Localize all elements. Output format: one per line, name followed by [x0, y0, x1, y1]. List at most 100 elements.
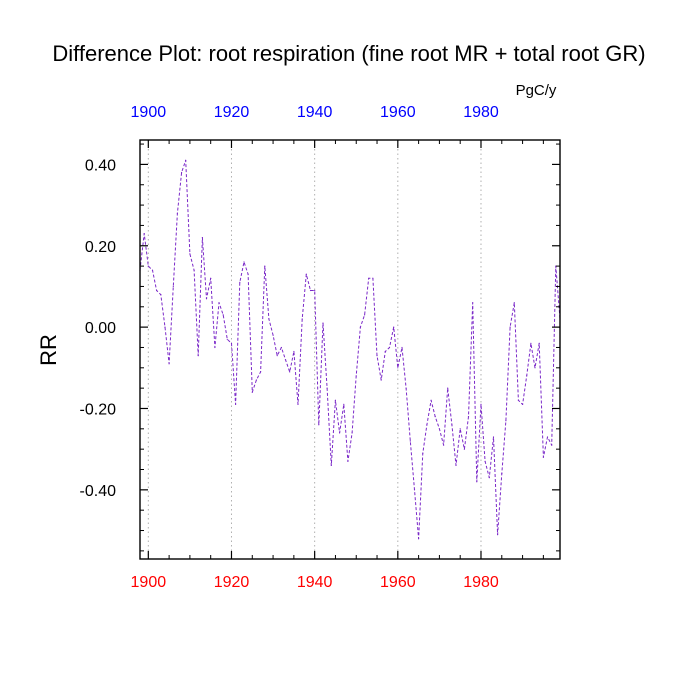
- data-point-1927: [260, 371, 262, 373]
- data-point-1972: [447, 387, 449, 389]
- data-point-1949: [351, 432, 353, 434]
- data-point-1981: [484, 460, 486, 462]
- data-point-1964: [413, 489, 416, 491]
- data-point-1992: [530, 342, 532, 344]
- x-tick-label-top: 1980: [463, 104, 499, 121]
- x-tick-label-bottom: 1920: [214, 574, 250, 591]
- data-point-1911: [193, 269, 195, 271]
- data-point-1928: [264, 265, 266, 267]
- data-point-1945: [334, 399, 336, 401]
- data-point-1933: [284, 359, 287, 361]
- data-point-1994: [538, 342, 540, 344]
- data-point-1929: [268, 318, 270, 320]
- data-point-1975: [459, 428, 461, 430]
- data-point-1908: [181, 171, 183, 174]
- data-point-1953: [368, 277, 370, 279]
- x-tick-label-top: 1960: [380, 104, 416, 121]
- data-point-1925: [251, 391, 253, 393]
- data-point-1900: [147, 265, 149, 267]
- data-point-1910: [189, 253, 191, 255]
- y-tick-label: -0.20: [80, 401, 117, 418]
- data-point-1912: [197, 355, 199, 357]
- data-point-1958: [388, 346, 391, 349]
- data-point-1917: [218, 302, 220, 304]
- data-point-1899: [143, 233, 145, 235]
- data-point-1991: [526, 375, 528, 377]
- data-point-1935: [293, 350, 295, 353]
- data-point-1934: [289, 371, 291, 373]
- data-point-1967: [426, 424, 428, 426]
- data-point-1979: [476, 481, 478, 483]
- data-point-1918: [222, 314, 224, 316]
- y-tick-label: 0.20: [85, 239, 116, 256]
- data-point-1944: [330, 464, 332, 466]
- data-point-1907: [176, 212, 178, 214]
- data-point-1924: [247, 273, 249, 275]
- data-point-1926: [255, 379, 257, 381]
- data-point-1974: [455, 464, 457, 466]
- data-point-1902: [156, 289, 158, 292]
- data-point-1987: [509, 326, 511, 328]
- data-point-1942: [322, 322, 324, 324]
- data-point-1950: [355, 375, 357, 377]
- data-series: [139, 159, 561, 540]
- x-tick-label-top: 1900: [131, 104, 167, 121]
- data-point-1904: [164, 326, 166, 328]
- x-tick-label-bottom: 1960: [380, 574, 416, 591]
- data-point-1922: [239, 281, 241, 283]
- data-point-1985: [501, 473, 503, 475]
- data-point-1995: [542, 456, 545, 458]
- axis-ticks: [140, 140, 560, 559]
- chart-title: Difference Plot: root respiration (fine …: [52, 41, 645, 66]
- data-point-1916: [214, 346, 216, 349]
- data-point-1938: [305, 273, 307, 275]
- data-point-1989: [517, 399, 520, 401]
- data-point-1956: [380, 379, 382, 381]
- data-point-1920: [230, 342, 233, 344]
- data-point-1969: [434, 416, 436, 418]
- x-tick-label-bottom: 1980: [463, 574, 499, 591]
- tick-labels: 1900 1900 1920 1920 1940 1940 1960 1960 1980 1980…: [80, 104, 499, 591]
- data-point-1921: [235, 403, 237, 405]
- data-point-1943: [326, 387, 328, 389]
- data-point-1966: [422, 452, 424, 454]
- data-point-1955: [376, 355, 378, 357]
- data-point-1980: [480, 403, 482, 405]
- data-point-1961: [401, 346, 403, 349]
- data-point-1973: [451, 424, 453, 426]
- data-point-1983: [492, 436, 495, 438]
- data-point-1909: [185, 159, 187, 161]
- y-tick-label: 0.00: [85, 320, 116, 337]
- data-point-1960: [397, 367, 399, 369]
- plot-frame: [139, 139, 561, 560]
- data-point-1905: [168, 363, 170, 365]
- x-tick-label-bottom: 1940: [297, 574, 333, 591]
- data-point-1982: [488, 477, 490, 479]
- data-point-1990: [522, 403, 524, 405]
- data-point-1962: [405, 387, 407, 389]
- y-tick-label: 0.40: [85, 157, 116, 174]
- data-point-1946: [339, 432, 341, 434]
- data-point-1963: [409, 440, 411, 442]
- y-axis-label: RR: [36, 334, 61, 366]
- data-point-1959: [393, 326, 395, 328]
- data-point-1947: [343, 403, 345, 405]
- data-point-1939: [309, 289, 312, 292]
- data-point-1932: [280, 346, 282, 349]
- data-point-1968: [430, 399, 432, 401]
- data-point-1957: [384, 350, 386, 353]
- data-point-1913: [201, 237, 203, 239]
- data-point-1941: [318, 424, 320, 426]
- data-point-1923: [243, 261, 245, 263]
- data-point-1948: [347, 460, 349, 462]
- data-point-1986: [505, 420, 507, 422]
- data-point-1919: [226, 338, 228, 340]
- x-tick-label-top: 1920: [214, 104, 250, 121]
- data-point-1977: [467, 416, 470, 418]
- data-point-1906: [172, 285, 174, 287]
- data-point-1954: [372, 277, 374, 279]
- data-point-1940: [314, 289, 316, 292]
- data-point-1903: [160, 294, 162, 296]
- data-point-1976: [463, 448, 465, 450]
